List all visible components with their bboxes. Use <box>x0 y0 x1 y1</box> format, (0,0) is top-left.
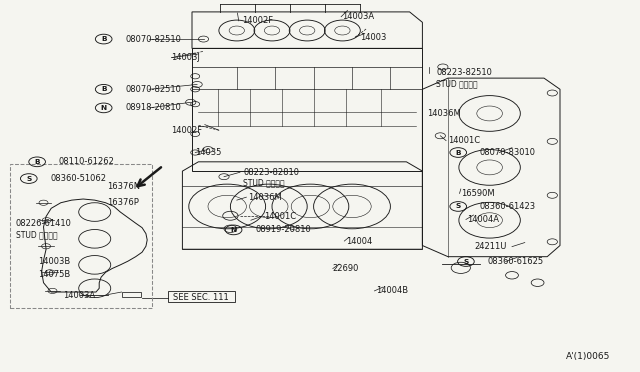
Text: S: S <box>26 176 31 182</box>
Text: 08360-61625: 08360-61625 <box>488 257 544 266</box>
Text: STUD スタッド: STUD スタッド <box>16 230 58 239</box>
Text: 14004: 14004 <box>346 237 372 246</box>
Text: 14075B: 14075B <box>38 270 70 279</box>
Text: 24211U: 24211U <box>475 242 508 251</box>
Text: 14004B: 14004B <box>376 286 408 295</box>
Text: 14035: 14035 <box>195 148 221 157</box>
Text: B: B <box>101 36 106 42</box>
Text: 08070-82510: 08070-82510 <box>125 85 181 94</box>
Text: 14003B: 14003B <box>38 257 70 266</box>
Text: 16590M: 16590M <box>461 189 495 198</box>
Text: 14001C: 14001C <box>264 212 296 221</box>
Text: N: N <box>230 227 237 233</box>
Text: 14003J: 14003J <box>172 53 200 62</box>
Bar <box>168 291 235 302</box>
Text: 14036M: 14036M <box>428 109 461 118</box>
Bar <box>122 292 141 297</box>
Text: 08360-51062: 08360-51062 <box>51 174 106 183</box>
Text: STUD スタッド: STUD スタッド <box>436 79 478 88</box>
Text: 08360-61423: 08360-61423 <box>480 202 536 211</box>
Text: 08070-83010: 08070-83010 <box>480 148 536 157</box>
Text: B: B <box>101 86 106 92</box>
Text: 14002F: 14002F <box>172 126 203 135</box>
Text: S: S <box>463 259 468 264</box>
Text: SEE SEC. 111: SEE SEC. 111 <box>173 293 228 302</box>
Text: 14003A: 14003A <box>342 12 374 21</box>
Text: 08919-20810: 08919-20810 <box>255 225 311 234</box>
Text: 08918-20810: 08918-20810 <box>125 103 181 112</box>
Text: B: B <box>456 150 461 155</box>
Text: S: S <box>456 203 461 209</box>
Text: 14003A: 14003A <box>63 291 95 300</box>
Text: 16376P: 16376P <box>108 198 140 207</box>
Text: 16376N: 16376N <box>108 182 141 191</box>
Text: B: B <box>35 159 40 165</box>
Text: 14036M: 14036M <box>248 193 282 202</box>
Text: 14002F: 14002F <box>242 16 273 25</box>
Text: 08110-61262: 08110-61262 <box>59 157 115 166</box>
Text: 14004A: 14004A <box>467 215 499 224</box>
Text: 08223-82810: 08223-82810 <box>243 168 300 177</box>
Text: N: N <box>100 105 107 111</box>
Text: 08226-61410: 08226-61410 <box>16 219 72 228</box>
Bar <box>10 164 152 308</box>
Text: 08223-82510: 08223-82510 <box>436 68 492 77</box>
Text: 22690: 22690 <box>333 264 359 273</box>
Text: 14001C: 14001C <box>448 136 480 145</box>
Text: 08070-82510: 08070-82510 <box>125 35 181 44</box>
Text: A'(1)0065: A'(1)0065 <box>566 352 611 361</box>
Text: 14003: 14003 <box>360 33 386 42</box>
Text: STUD スタッド: STUD スタッド <box>243 179 285 187</box>
